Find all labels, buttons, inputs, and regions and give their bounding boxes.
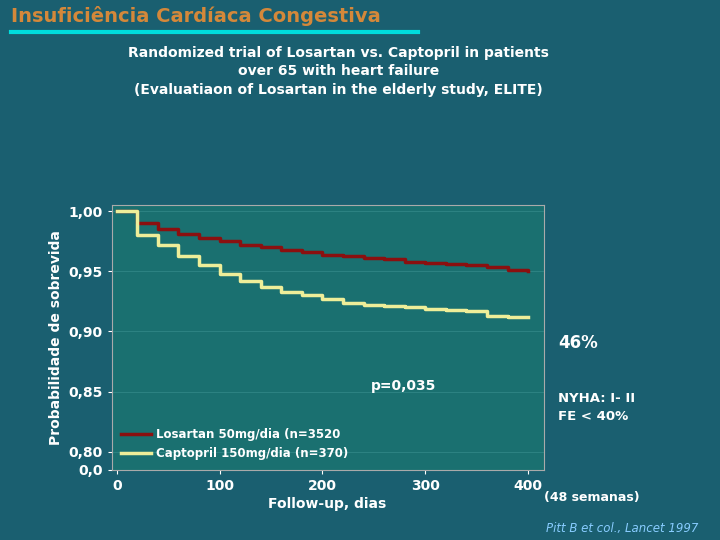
- Text: NYHA: I- II
FE < 40%: NYHA: I- II FE < 40%: [558, 392, 635, 423]
- Text: Insuficiência Cardíaca Congestiva: Insuficiência Cardíaca Congestiva: [11, 6, 381, 26]
- Text: p=0,035: p=0,035: [371, 380, 436, 394]
- Y-axis label: Probabilidade de sobrevida: Probabilidade de sobrevida: [49, 230, 63, 445]
- Text: 46%: 46%: [558, 334, 598, 352]
- Text: Randomized trial of Losartan vs. Captopril in patients
over 65 with heart failur: Randomized trial of Losartan vs. Captopr…: [128, 46, 549, 97]
- Legend: Losartan 50mg/dia (n=3520, Captopril 150mg/dia (n=370): Losartan 50mg/dia (n=3520, Captopril 150…: [117, 425, 352, 464]
- Text: (48 semanas): (48 semanas): [544, 491, 639, 504]
- X-axis label: Follow-up, dias: Follow-up, dias: [269, 497, 387, 511]
- Text: Pitt B et col., Lancet 1997: Pitt B et col., Lancet 1997: [546, 522, 698, 535]
